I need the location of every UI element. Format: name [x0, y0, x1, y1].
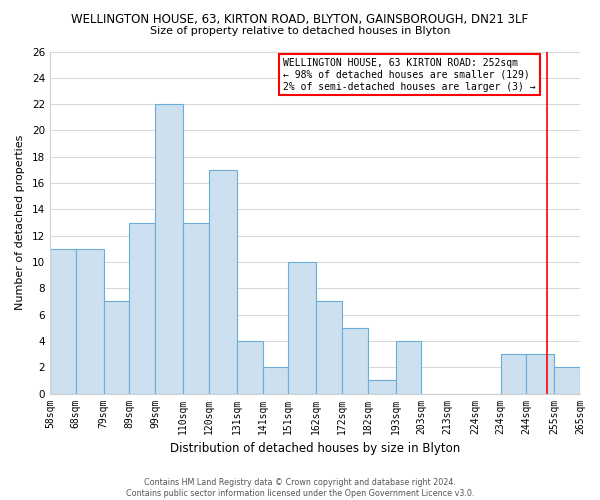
- Bar: [183, 222, 209, 394]
- Text: WELLINGTON HOUSE, 63, KIRTON ROAD, BLYTON, GAINSBOROUGH, DN21 3LF: WELLINGTON HOUSE, 63, KIRTON ROAD, BLYTO…: [71, 12, 529, 26]
- Bar: [368, 380, 395, 394]
- Bar: [395, 341, 421, 394]
- Bar: [155, 104, 183, 394]
- Bar: [316, 302, 342, 394]
- Bar: [288, 262, 316, 394]
- Text: Size of property relative to detached houses in Blyton: Size of property relative to detached ho…: [150, 26, 450, 36]
- Bar: [76, 249, 104, 394]
- X-axis label: Distribution of detached houses by size in Blyton: Distribution of detached houses by size …: [170, 442, 460, 455]
- Bar: [104, 302, 130, 394]
- Y-axis label: Number of detached properties: Number of detached properties: [15, 135, 25, 310]
- Bar: [237, 341, 263, 394]
- Bar: [130, 222, 155, 394]
- Bar: [342, 328, 368, 394]
- Text: WELLINGTON HOUSE, 63 KIRTON ROAD: 252sqm
← 98% of detached houses are smaller (1: WELLINGTON HOUSE, 63 KIRTON ROAD: 252sqm…: [283, 58, 536, 92]
- Bar: [209, 170, 237, 394]
- Bar: [500, 354, 526, 394]
- Bar: [526, 354, 554, 394]
- Text: Contains HM Land Registry data © Crown copyright and database right 2024.
Contai: Contains HM Land Registry data © Crown c…: [126, 478, 474, 498]
- Bar: [554, 367, 580, 394]
- Bar: [50, 249, 76, 394]
- Bar: [263, 367, 288, 394]
